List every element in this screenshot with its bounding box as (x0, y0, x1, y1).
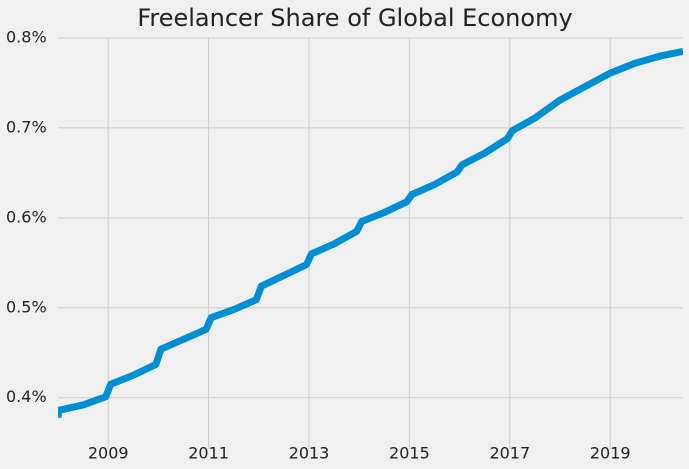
chart-title: Freelancer Share of Global Economy (137, 4, 572, 32)
x-tick-label: 2011 (188, 444, 229, 463)
y-tick-label: 0.8% (6, 28, 47, 47)
x-tick-label: 2017 (489, 444, 530, 463)
y-tick-label: 0.5% (6, 297, 47, 316)
x-tick-label: 2009 (88, 444, 129, 463)
y-tick-label: 0.4% (6, 387, 47, 406)
x-tick-label: 2015 (389, 444, 430, 463)
x-tick-label: 2013 (289, 444, 330, 463)
y-tick-label: 0.6% (6, 207, 47, 226)
line (58, 48, 683, 419)
y-tick-label: 0.7% (6, 117, 47, 136)
x-tick-label: 2019 (590, 444, 631, 463)
